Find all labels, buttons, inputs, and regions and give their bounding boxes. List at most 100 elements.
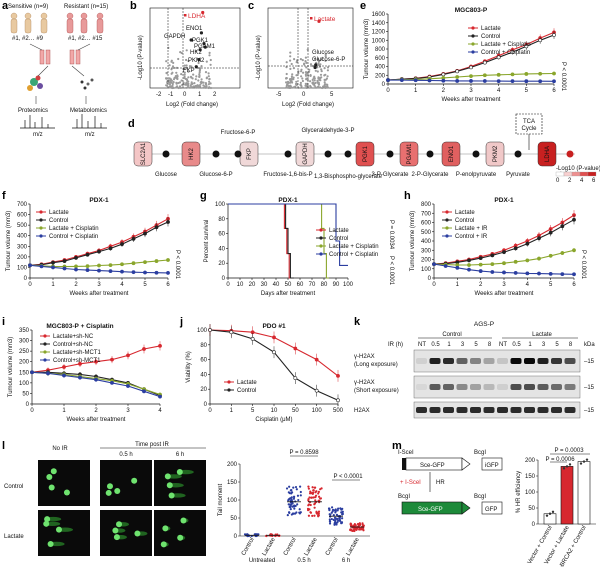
data-point: [62, 365, 66, 369]
series-line-0: [228, 203, 292, 279]
panel-label-j: j: [180, 316, 184, 328]
background-point: [304, 60, 307, 63]
highlight-point-lactate: [317, 19, 321, 23]
y-tick-label: 0: [24, 276, 28, 282]
x-tick-label: 10: [271, 408, 278, 414]
x-tick-label: 0: [208, 408, 212, 414]
data-point: [560, 251, 565, 255]
sce-gfp-label-2: Sce-GFP: [418, 507, 443, 513]
legend-marker: [445, 210, 449, 214]
data-point: [272, 350, 276, 355]
legend-label: Control: [455, 218, 474, 224]
x-tick-label: 10: [237, 282, 244, 288]
x-tick-label: 5: [251, 408, 255, 414]
y-tick-label: 0: [382, 82, 386, 88]
data-point: [478, 269, 483, 273]
y-tick-label: 1200: [372, 30, 386, 36]
data-point: [94, 377, 98, 382]
data-point: [441, 78, 446, 83]
data-point: [502, 261, 506, 266]
background-point: [320, 68, 323, 71]
bar-point: [562, 467, 566, 470]
background-point: [192, 73, 195, 76]
y-tick-label: 200: [227, 462, 238, 468]
panel-label-l: l: [2, 440, 6, 452]
data-point: [154, 270, 159, 275]
legend-label: Lactate: [49, 210, 69, 216]
scale-swatch: [579, 171, 589, 177]
y-tick-label: 40: [200, 372, 207, 378]
data-point: [94, 359, 98, 364]
legend-marker: [43, 350, 47, 354]
blot-band: [416, 407, 427, 413]
y-tick-label: 50: [528, 506, 535, 512]
data-point: [537, 236, 541, 241]
metabolite-label: Pyruvate: [506, 172, 530, 178]
metabolite-label: Glyceraldehyde-3-P: [301, 128, 354, 134]
background-point: [297, 86, 300, 89]
legend-label: Control: [237, 388, 256, 394]
data-point: [51, 265, 55, 270]
bar-point: [579, 462, 583, 465]
tail-point: [296, 494, 300, 497]
background-point: [208, 77, 211, 81]
x-tick-label: 3: [502, 282, 506, 288]
enzyme-node-pgam1: [399, 141, 419, 167]
background-point: [317, 85, 320, 88]
x-tick-label: 6: [552, 88, 556, 94]
background-point: [300, 85, 303, 88]
tail-point: [306, 507, 310, 511]
background-point: [290, 77, 293, 80]
highlight-point-pgam1: [203, 45, 207, 49]
enzyme-label: ENO1: [449, 145, 455, 162]
metabolite-dot: [234, 150, 242, 158]
legend-marker: [39, 226, 43, 230]
background-point: [285, 66, 288, 69]
panel-label-f: f: [2, 190, 6, 202]
tail-point: [332, 514, 335, 517]
data-point: [293, 346, 298, 351]
p-value-label-1: P = 0.0034: [388, 220, 394, 250]
highlight-point-glucose-6-p: [313, 65, 317, 70]
data-point: [455, 69, 460, 74]
y-tick-label: 80: [200, 343, 207, 349]
background-point: [175, 81, 178, 84]
data-point: [467, 263, 471, 267]
data-point: [467, 267, 471, 272]
background-point: [175, 71, 178, 74]
panel-a: Sensitive (n=9) Resistant (n=15) #1, #2……: [8, 4, 108, 138]
svg-text:-5: -5: [276, 92, 282, 98]
legend-label: Lactate + IR: [455, 226, 488, 232]
y-axis-label: Tumour volume (mm3): [410, 211, 416, 271]
y-axis-label: Viability (%): [186, 351, 192, 383]
comet-image: [154, 460, 206, 506]
comet-head: [43, 520, 50, 527]
svg-text:-2: -2: [156, 92, 162, 98]
data-point: [548, 230, 553, 235]
blot-band: [524, 407, 535, 413]
blot-band: [456, 384, 468, 390]
group-label-lactate: Lactate: [532, 332, 552, 338]
background-point: [295, 80, 298, 83]
data-point: [496, 72, 501, 77]
background-point: [326, 86, 329, 89]
background-point: [316, 70, 319, 73]
bar: [577, 461, 591, 525]
background-point: [323, 67, 326, 70]
data-point: [108, 246, 113, 251]
sample-tubes: [39, 49, 81, 65]
data-point: [85, 252, 90, 257]
data-point: [455, 265, 460, 270]
blot-band: [564, 407, 576, 413]
background-point: [311, 78, 314, 81]
tail-point: [311, 486, 314, 489]
data-point: [97, 263, 101, 268]
metabolite-dot: [162, 150, 170, 158]
background-point: [197, 79, 200, 82]
legend-label: Control+sh-NC: [53, 342, 94, 348]
metabolite-dot: [426, 150, 434, 158]
panel-label-a: a: [2, 0, 9, 12]
tail-point: [290, 496, 293, 499]
data-point: [143, 270, 147, 275]
background-point: [169, 86, 172, 89]
